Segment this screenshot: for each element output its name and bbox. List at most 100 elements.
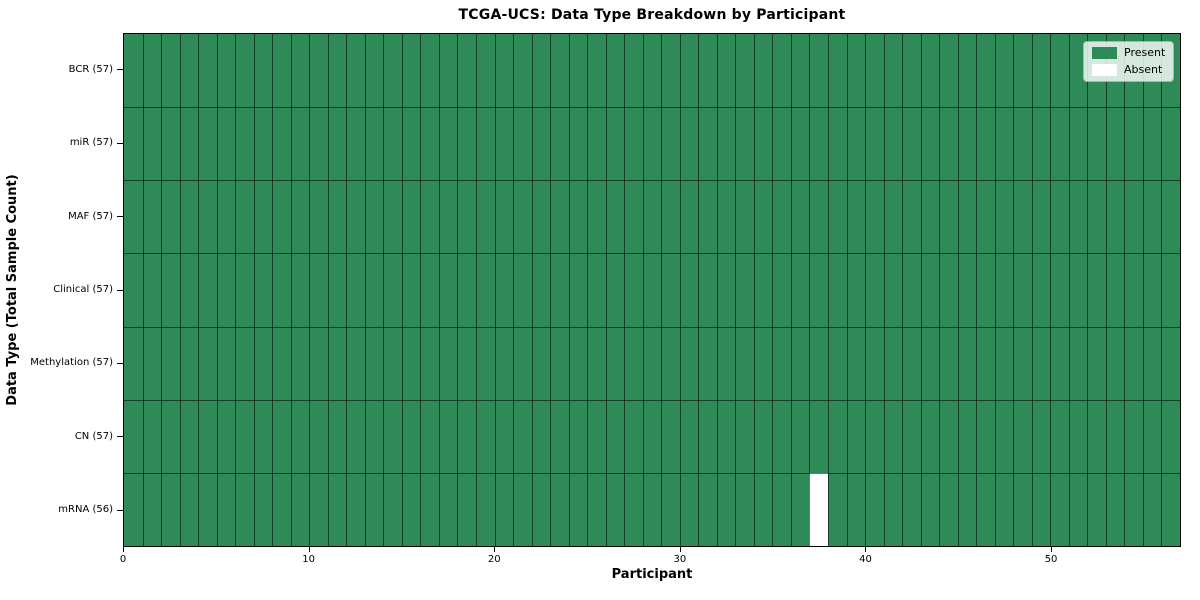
grid-line-vertical (1142, 34, 1144, 546)
grid-line-vertical (1105, 34, 1107, 546)
legend-swatch-absent (1092, 64, 1117, 76)
grid-line-vertical (735, 34, 737, 546)
grid-line-vertical (1050, 34, 1052, 546)
grid-line-vertical (253, 34, 255, 546)
y-tick-label: CN (57) (74, 430, 113, 442)
grid-line-vertical (716, 34, 718, 546)
grid-line-vertical (939, 34, 941, 546)
grid-line-horizontal (124, 472, 1180, 474)
y-tick-mark (117, 216, 123, 218)
grid-line-vertical (790, 34, 792, 546)
x-tick-mark (679, 547, 681, 552)
x-tick-mark (865, 547, 867, 552)
y-tick-mark (117, 289, 123, 291)
grid-line-vertical (401, 34, 403, 546)
y-tick-label: miR (57) (69, 137, 113, 149)
grid-line-horizontal (124, 253, 1180, 255)
y-tick-label: mRNA (56) (58, 504, 113, 516)
grid-line-vertical (1087, 34, 1089, 546)
x-tick-label: 0 (119, 554, 127, 565)
legend-label-absent: Absent (1124, 63, 1163, 76)
x-tick-label: 20 (487, 554, 501, 565)
x-tick-label: 30 (673, 554, 687, 565)
grid-line-vertical (698, 34, 700, 546)
grid-line-vertical (587, 34, 589, 546)
y-tick-mark (117, 362, 123, 364)
grid-line-vertical (346, 34, 348, 546)
grid-line-vertical (568, 34, 570, 546)
grid-line-vertical (828, 34, 829, 546)
grid-line-vertical (809, 34, 811, 546)
grid-line-vertical (179, 34, 181, 546)
chart-title: TCGA-UCS: Data Type Breakdown by Partici… (458, 7, 846, 23)
grid-line-vertical (198, 34, 200, 546)
grid-line-vertical (902, 34, 904, 546)
grid-line-vertical (865, 34, 867, 546)
legend: Present Absent (1083, 41, 1175, 82)
grid-line-vertical (1031, 34, 1033, 546)
grid-line-vertical (994, 34, 996, 546)
grid-line-vertical (438, 34, 440, 546)
x-tick-mark (123, 547, 124, 552)
y-tick-mark (117, 142, 123, 144)
grid-line-vertical (661, 34, 663, 546)
grid-line-vertical (142, 34, 144, 546)
grid-line-vertical (976, 34, 978, 546)
plot-area (123, 33, 1181, 547)
y-tick-label: BCR (57) (68, 63, 113, 75)
x-tick-mark (308, 547, 310, 552)
grid-line-vertical (1124, 34, 1126, 546)
legend-item-present: Present (1092, 47, 1165, 59)
grid-line-vertical (957, 34, 959, 546)
y-tick-label: Clinical (57) (53, 284, 113, 295)
grid-line-horizontal (124, 107, 1180, 109)
x-tick-mark (494, 547, 496, 552)
grid-line-vertical (290, 34, 292, 546)
absent-cell (809, 472, 828, 546)
grid-line-vertical (513, 34, 515, 546)
grid-line-vertical (327, 34, 329, 546)
grid-line-vertical (679, 34, 681, 546)
y-tick-mark (117, 69, 123, 71)
grid-line-vertical (457, 34, 459, 546)
grid-line-vertical (883, 34, 885, 546)
y-tick-mark (117, 509, 123, 511)
legend-item-absent: Absent (1092, 64, 1165, 76)
legend-label-present: Present (1124, 46, 1166, 59)
grid-line-horizontal (124, 399, 1180, 401)
grid-line-vertical (1161, 34, 1163, 546)
grid-line-vertical (1013, 34, 1015, 546)
x-tick-label: 10 (302, 554, 315, 565)
grid-line-vertical (476, 34, 477, 546)
y-tick-label: MAF (57) (68, 210, 113, 222)
grid-line-vertical (772, 34, 774, 546)
grid-line-vertical (420, 34, 422, 546)
grid-line-vertical (642, 34, 644, 546)
grid-line-vertical (216, 34, 218, 546)
grid-line-vertical (920, 34, 922, 546)
x-tick-label: 50 (1044, 554, 1058, 565)
grid-line-vertical (605, 34, 607, 546)
grid-line-vertical (846, 34, 848, 546)
grid-line-vertical (494, 34, 496, 546)
x-axis-label: Participant (611, 567, 693, 582)
grid-line-vertical (309, 34, 311, 546)
grid-line-horizontal (124, 326, 1180, 328)
y-tick-label: Methylation (57) (30, 357, 113, 369)
grid-line-vertical (364, 34, 366, 546)
grid-line-vertical (383, 34, 385, 546)
x-tick-label: 40 (859, 554, 872, 565)
legend-swatch-present (1092, 47, 1117, 59)
grid-line-vertical (272, 34, 274, 546)
grid-line-vertical (753, 34, 755, 546)
grid-line-vertical (531, 34, 533, 546)
grid-line-vertical (1068, 34, 1070, 546)
y-tick-mark (117, 436, 123, 438)
grid-line-vertical (624, 34, 626, 546)
grid-line-vertical (161, 34, 163, 546)
x-tick-mark (1051, 547, 1053, 552)
grid-line-vertical (550, 34, 552, 546)
grid-line-horizontal (124, 180, 1180, 182)
grid-line-vertical (235, 34, 237, 546)
